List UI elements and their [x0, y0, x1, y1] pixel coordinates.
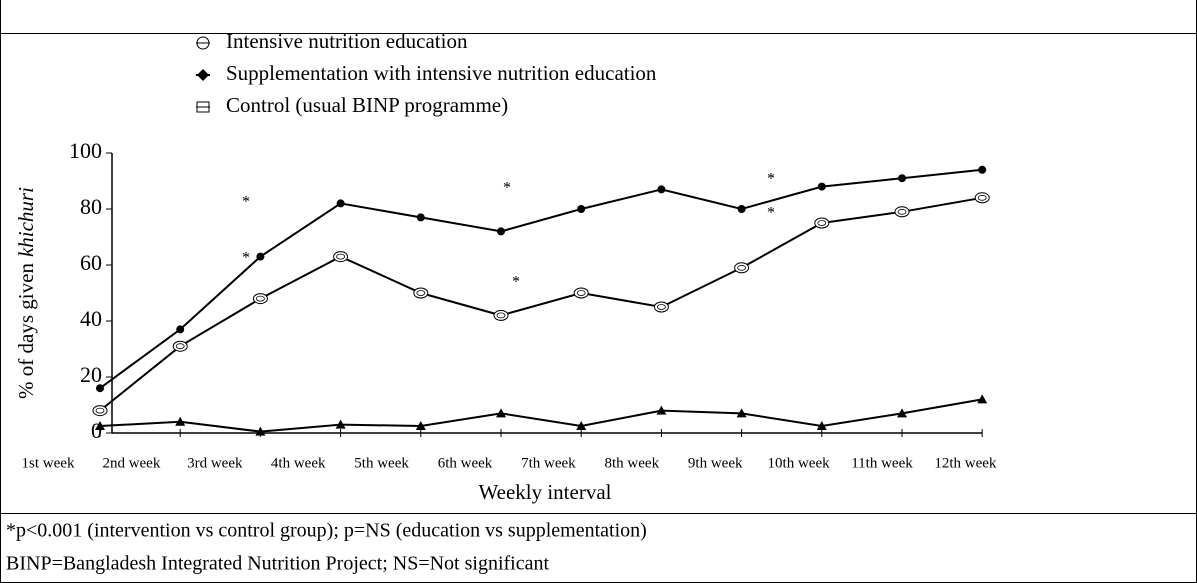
- y-axis-label: khichuri: [14, 187, 38, 257]
- data-point-inner: [95, 407, 105, 414]
- x-tick-label: 9th week: [688, 455, 743, 471]
- legend: Intensive nutrition education Supplement…: [196, 29, 657, 117]
- significance-mark: *: [503, 180, 511, 197]
- data-point: [415, 421, 426, 430]
- data-point-inner: [496, 312, 506, 319]
- x-tick-label: 6th week: [438, 455, 493, 471]
- data-point: [897, 408, 907, 418]
- data-point-inner: [897, 208, 907, 215]
- x-tick-label: 10th week: [768, 455, 831, 471]
- significance-mark: *: [767, 171, 775, 188]
- data-point: [256, 252, 265, 261]
- data-point: [175, 416, 186, 426]
- data-point: [978, 165, 987, 174]
- y-tick-label: 20: [80, 362, 102, 387]
- data-point: [252, 293, 268, 305]
- x-tick-label: 11th week: [851, 455, 913, 471]
- x-tick-label: 2nd week: [102, 455, 160, 471]
- footnote: *p<0.001 (intervention vs control group)…: [6, 520, 647, 542]
- data-point-inner: [657, 304, 666, 310]
- y-tick-label: 80: [80, 194, 102, 219]
- x-tick-label: 4th week: [271, 455, 326, 471]
- x-tick-label: 3rd week: [187, 455, 243, 471]
- data-point-inner: [175, 343, 185, 350]
- y-tick-label: 60: [80, 250, 102, 275]
- data-point: [894, 206, 910, 218]
- data-point: [96, 384, 104, 393]
- y-tick-label: 40: [80, 306, 102, 331]
- data-point: [977, 394, 988, 404]
- data-point-inner: [737, 264, 746, 271]
- data-point: [577, 205, 586, 213]
- data-point: [172, 340, 188, 352]
- data-point: [497, 227, 505, 236]
- data-point: [657, 185, 666, 194]
- series-line: [99, 168, 983, 390]
- data-point: [333, 251, 349, 263]
- data-point: [95, 421, 105, 430]
- x-axis-label: Weekly interval: [478, 480, 611, 504]
- data-point: [176, 325, 185, 334]
- data-point: [416, 213, 425, 222]
- series-line: [99, 398, 983, 433]
- significance-mark: *: [512, 274, 520, 291]
- data-point-inner: [416, 290, 426, 296]
- data-point: [573, 287, 589, 299]
- significance-mark: *: [242, 250, 250, 267]
- data-point: [656, 405, 667, 415]
- x-tick-label: 5th week: [354, 455, 409, 471]
- footnote: BINP=Bangladesh Integrated Nutrition Pro…: [6, 553, 549, 575]
- data-point: [817, 182, 826, 191]
- data-point: [816, 421, 827, 430]
- data-point: [496, 408, 506, 418]
- y-axis-label: % of days given: [14, 263, 38, 399]
- y-tick-label: 100: [69, 138, 102, 163]
- data-point: [737, 205, 746, 213]
- data-point: [92, 405, 108, 417]
- data-point: [734, 262, 750, 274]
- y-axis-label: % of days given khichuri: [14, 187, 38, 399]
- data-point: [576, 421, 587, 430]
- legend-marker: [197, 69, 209, 81]
- data-point: [974, 192, 990, 204]
- legend-label: Intensive nutrition education: [226, 29, 468, 53]
- data-point: [336, 199, 345, 208]
- data-point: [898, 174, 906, 183]
- data-point: [814, 217, 830, 229]
- significance-mark: *: [242, 194, 250, 211]
- data-point: [413, 287, 429, 299]
- data-point-inner: [977, 194, 987, 201]
- x-tick-label: 7th week: [521, 455, 576, 471]
- legend-label: Supplementation with intensive nutrition…: [226, 61, 657, 85]
- data-point-inner: [576, 290, 586, 296]
- significance-mark: *: [767, 205, 775, 222]
- data-point-inner: [336, 253, 346, 260]
- x-tick-label: 1st week: [22, 455, 75, 471]
- data-point: [335, 419, 346, 429]
- data-point-inner: [255, 295, 265, 302]
- legend-label: Control (usual BINP programme): [226, 93, 508, 117]
- data-point: [736, 408, 747, 418]
- data-point: [653, 301, 669, 313]
- series-line: [99, 196, 983, 412]
- data-point: [493, 309, 509, 321]
- data-point: [255, 426, 266, 436]
- y-tick-label: 0: [91, 418, 102, 443]
- x-tick-label: 8th week: [605, 455, 660, 471]
- x-tick-label: 12th week: [934, 455, 997, 471]
- data-point-inner: [817, 220, 827, 226]
